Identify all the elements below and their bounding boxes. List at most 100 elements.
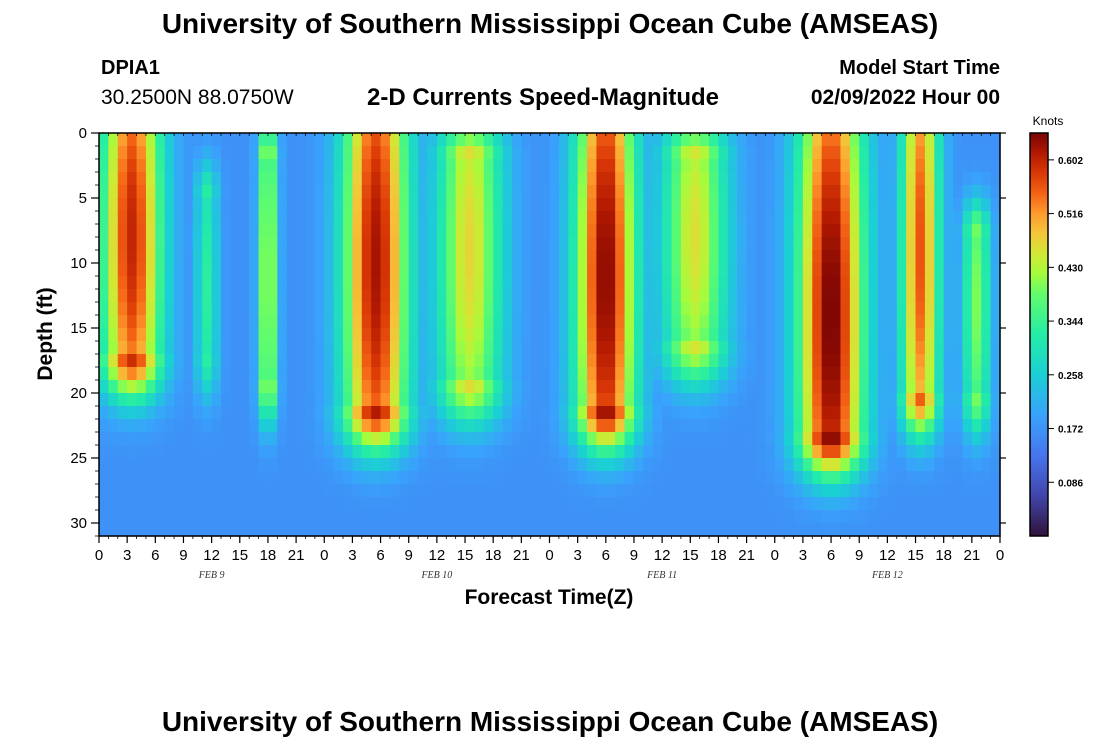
heatmap-cell bbox=[530, 328, 541, 342]
heatmap-cell bbox=[709, 263, 720, 277]
heatmap-cell bbox=[971, 172, 982, 186]
heatmap-cell bbox=[408, 471, 419, 485]
heatmap-cell bbox=[183, 315, 194, 329]
heatmap-cell bbox=[568, 445, 579, 459]
heatmap-cell bbox=[221, 315, 231, 329]
heatmap-cell bbox=[699, 354, 710, 368]
heatmap-cell bbox=[943, 237, 954, 251]
heatmap-cell bbox=[718, 341, 729, 355]
y-tick-label: 25 bbox=[70, 450, 87, 467]
heatmap-cell bbox=[418, 393, 429, 407]
heatmap-cell bbox=[849, 341, 860, 355]
heatmap-cell bbox=[483, 341, 494, 355]
heatmap-cell bbox=[709, 354, 720, 368]
heatmap-cell bbox=[155, 445, 166, 459]
heatmap-cell bbox=[652, 471, 663, 485]
heatmap-cell bbox=[465, 146, 476, 160]
heatmap-cell bbox=[258, 510, 269, 524]
heatmap-cell bbox=[192, 224, 203, 238]
heatmap-cell bbox=[361, 471, 372, 485]
heatmap-cell bbox=[296, 523, 307, 537]
heatmap-cell bbox=[643, 263, 654, 277]
heatmap-cell bbox=[896, 497, 907, 511]
heatmap-cell bbox=[221, 146, 231, 160]
heatmap-cell bbox=[202, 510, 213, 524]
heatmap-cell bbox=[652, 432, 663, 446]
heatmap-cell bbox=[662, 302, 673, 316]
heatmap-cell bbox=[221, 302, 231, 316]
heatmap-cell bbox=[906, 133, 917, 147]
heatmap-cell bbox=[662, 276, 673, 290]
heatmap-cell bbox=[418, 224, 429, 238]
heatmap-cell bbox=[418, 523, 429, 537]
heatmap-cell bbox=[943, 471, 954, 485]
heatmap-cell bbox=[812, 328, 823, 342]
heatmap-cell bbox=[511, 393, 522, 407]
heatmap-cell bbox=[568, 380, 579, 394]
heatmap-cell bbox=[633, 523, 644, 537]
heatmap-cell bbox=[277, 354, 288, 368]
heatmap-cell bbox=[136, 302, 147, 316]
heatmap-cell bbox=[155, 458, 166, 472]
heatmap-cell bbox=[108, 289, 119, 303]
heatmap-cell bbox=[530, 367, 541, 381]
heatmap-cell bbox=[145, 172, 156, 186]
heatmap-cell bbox=[680, 237, 691, 251]
heatmap-cell bbox=[784, 393, 795, 407]
heatmap-cell bbox=[727, 367, 738, 381]
heatmap-cell bbox=[371, 198, 382, 212]
heatmap-cell bbox=[446, 263, 457, 277]
heatmap-cell bbox=[953, 159, 964, 173]
heatmap-cell bbox=[418, 510, 429, 524]
heatmap-cell bbox=[183, 172, 194, 186]
heatmap-cell bbox=[924, 445, 935, 459]
heatmap-cell bbox=[521, 211, 532, 225]
heatmap-cell bbox=[662, 211, 673, 225]
heatmap-cell bbox=[774, 406, 785, 420]
heatmap-cell bbox=[699, 289, 710, 303]
heatmap-cell bbox=[117, 276, 128, 290]
heatmap-cell bbox=[680, 263, 691, 277]
heatmap-cell bbox=[934, 341, 945, 355]
heatmap-cell bbox=[455, 393, 466, 407]
heatmap-cell bbox=[371, 185, 382, 199]
heatmap-cell bbox=[615, 315, 626, 329]
heatmap-cell bbox=[474, 445, 485, 459]
heatmap-cell bbox=[699, 406, 710, 420]
heatmap-cell bbox=[812, 172, 823, 186]
heatmap-cell bbox=[633, 172, 644, 186]
heatmap-cell bbox=[831, 419, 842, 433]
heatmap-cell bbox=[840, 224, 851, 238]
heatmap-cell bbox=[305, 497, 316, 511]
heatmap-cell bbox=[108, 497, 119, 511]
heatmap-cell bbox=[408, 484, 419, 498]
heatmap-cell bbox=[962, 328, 973, 342]
heatmap-cell bbox=[831, 354, 842, 368]
heatmap-cell bbox=[784, 172, 795, 186]
heatmap-cell bbox=[755, 432, 766, 446]
heatmap-cell bbox=[99, 510, 109, 524]
heatmap-cell bbox=[784, 458, 795, 472]
x-tick-label: 21 bbox=[288, 547, 305, 564]
heatmap-cell bbox=[699, 445, 710, 459]
heatmap-cell bbox=[587, 445, 598, 459]
heatmap-cell bbox=[511, 276, 522, 290]
heatmap-cell bbox=[99, 432, 109, 446]
heatmap-cell bbox=[427, 497, 438, 511]
heatmap-cell bbox=[183, 237, 194, 251]
heatmap-cell bbox=[558, 224, 569, 238]
heatmap-cell bbox=[709, 523, 720, 537]
heatmap-cell bbox=[924, 289, 935, 303]
heatmap-cell bbox=[305, 354, 316, 368]
heatmap-cell bbox=[652, 367, 663, 381]
heatmap-cell bbox=[530, 380, 541, 394]
heatmap-cell bbox=[371, 341, 382, 355]
heatmap-cell bbox=[680, 393, 691, 407]
heatmap-cell bbox=[183, 510, 194, 524]
heatmap-cell bbox=[652, 159, 663, 173]
heatmap-cell bbox=[906, 237, 917, 251]
heatmap-cell bbox=[465, 185, 476, 199]
heatmap-cell bbox=[371, 211, 382, 225]
heatmap-cell bbox=[709, 198, 720, 212]
heatmap-cell bbox=[427, 510, 438, 524]
